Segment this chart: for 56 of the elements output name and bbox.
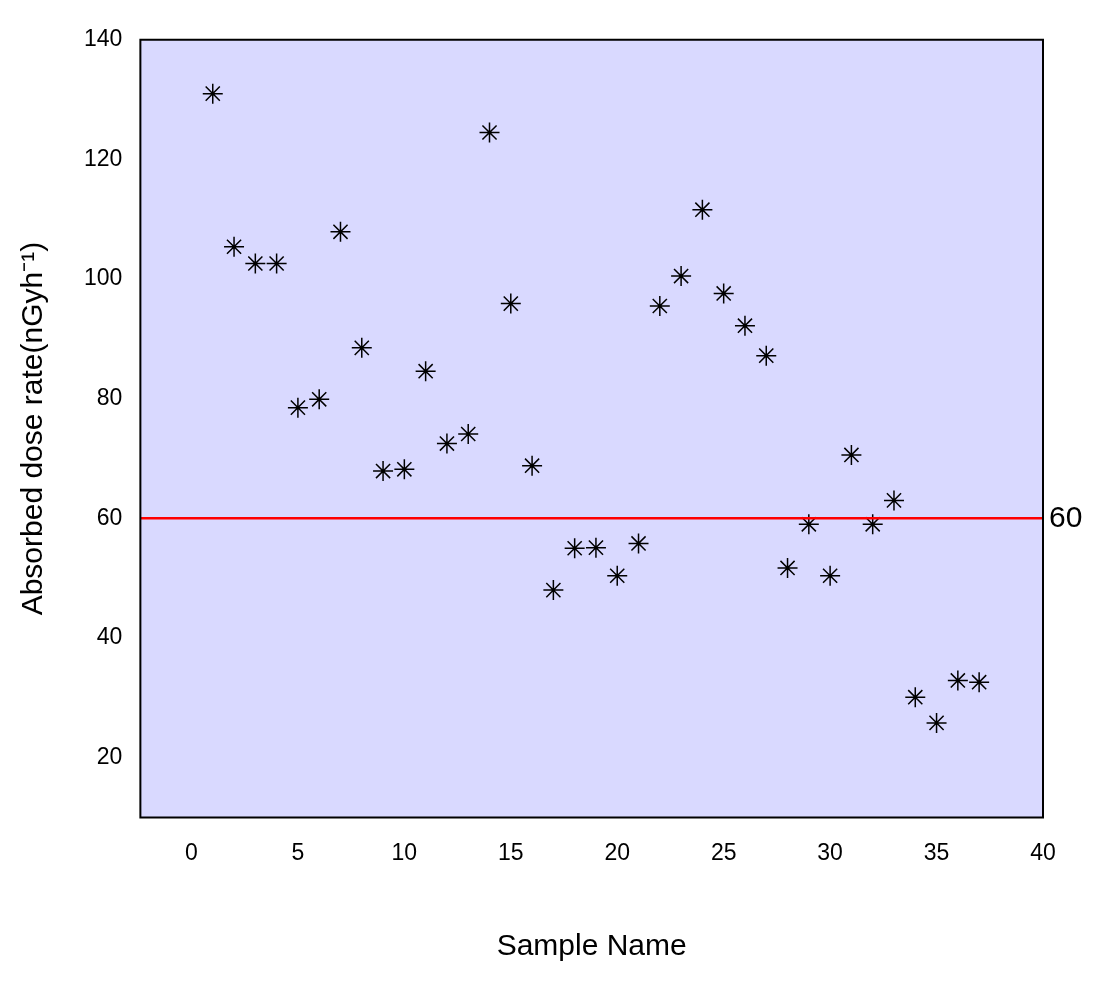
point	[649, 295, 671, 317]
point	[329, 221, 352, 243]
point	[393, 458, 416, 481]
point	[563, 537, 586, 559]
point	[883, 489, 905, 512]
y-tick-label: 120	[84, 144, 123, 171]
point	[755, 344, 777, 367]
point	[202, 82, 224, 105]
y-tick-label: 20	[96, 742, 123, 769]
point	[436, 432, 458, 455]
x-tick-label: 10	[391, 838, 418, 865]
ref-line-label: 60	[1049, 499, 1083, 533]
point	[904, 686, 927, 708]
x-tick-label: 40	[1030, 838, 1056, 865]
point	[734, 314, 756, 337]
point	[500, 292, 522, 315]
x-tick-label: 15	[497, 838, 524, 865]
point	[542, 579, 565, 601]
x-tick-label: 5	[291, 838, 305, 865]
point	[627, 532, 650, 555]
y-tick-label: 140	[84, 25, 123, 52]
point	[670, 265, 692, 287]
point	[585, 536, 607, 559]
point	[521, 454, 543, 477]
x-axis-title: Sample Name	[496, 928, 687, 962]
x-tick-label: 25	[710, 838, 737, 865]
y-tick-label: 40	[96, 623, 123, 650]
point	[287, 396, 309, 419]
point	[308, 388, 330, 411]
y-tick-label: 100	[84, 264, 123, 291]
point	[372, 460, 394, 482]
point	[840, 444, 863, 466]
point	[968, 671, 990, 693]
point	[478, 121, 501, 144]
x-tick-label: 20	[604, 838, 631, 865]
point	[819, 565, 841, 587]
point	[606, 565, 628, 587]
point	[776, 557, 799, 579]
point	[691, 198, 714, 221]
point	[351, 337, 373, 359]
point	[223, 236, 245, 258]
point	[457, 423, 479, 445]
point	[712, 282, 735, 305]
point	[925, 712, 948, 734]
y-tick-label: 80	[96, 384, 123, 411]
x-tick-label: 0	[185, 838, 198, 865]
x-tick-label: 35	[923, 838, 950, 865]
point	[947, 669, 969, 692]
y-axis-title: Absorbed dose rate(nGyh⁻¹)	[15, 241, 49, 616]
point	[798, 513, 820, 536]
point	[244, 252, 267, 275]
y-tick-label: 60	[96, 503, 123, 530]
point	[265, 252, 288, 275]
point	[861, 513, 884, 536]
x-tick-label: 30	[817, 838, 843, 865]
point	[414, 360, 437, 382]
